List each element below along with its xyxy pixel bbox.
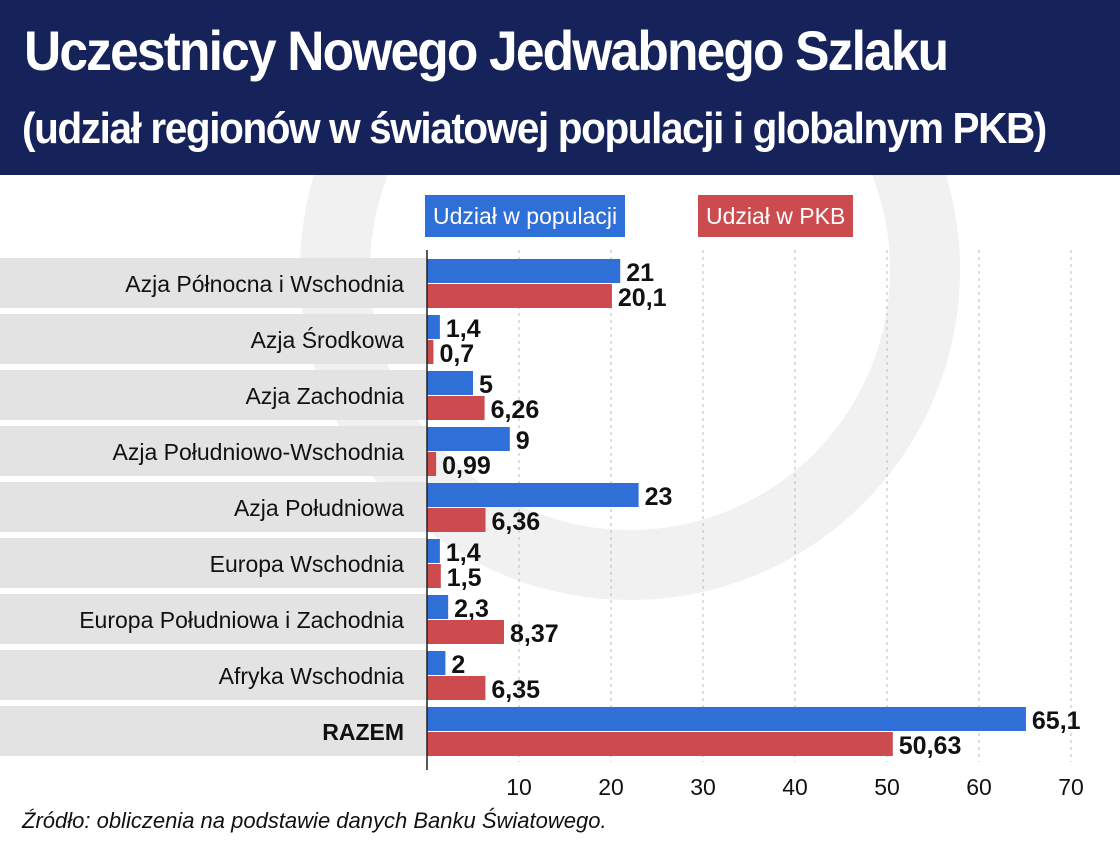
category-label: Europa Południowa i Zachodnia xyxy=(79,607,404,633)
data-label: 0,7 xyxy=(439,340,474,368)
data-label: 6,35 xyxy=(491,676,540,704)
category-label: Afryka Wschodnia xyxy=(219,663,405,689)
legend-population: Udział w populacji xyxy=(425,195,626,237)
category-band xyxy=(0,370,427,420)
bar-population xyxy=(427,539,440,563)
category-band xyxy=(0,314,427,364)
data-label: 65,1 xyxy=(1032,707,1081,735)
bar-gdp xyxy=(427,620,505,644)
data-label: 20,1 xyxy=(618,284,667,312)
category-label: RAZEM xyxy=(322,719,404,745)
category-label: Europa Wschodnia xyxy=(210,551,405,577)
category-band xyxy=(0,650,427,700)
data-label: 50,63 xyxy=(899,732,962,760)
bar-population xyxy=(427,707,1026,731)
data-label: 1,4 xyxy=(446,315,481,343)
bar-population xyxy=(427,259,621,283)
category-label: Azja Środkowa xyxy=(251,326,405,353)
category-label: Azja Południowa xyxy=(234,495,404,521)
chart-title: Uczestnicy Nowego Jedwabnego Szlaku xyxy=(24,19,949,82)
category-band xyxy=(0,258,427,308)
x-tick-label: 20 xyxy=(598,774,624,800)
bar-gdp xyxy=(427,396,485,420)
x-tick-label: 60 xyxy=(966,774,992,800)
data-label: 8,37 xyxy=(510,620,559,648)
bar-population xyxy=(427,427,510,451)
category-band xyxy=(0,482,427,532)
data-label: 2,3 xyxy=(454,595,489,623)
bar-gdp xyxy=(427,676,486,700)
data-label: 0,99 xyxy=(442,452,491,480)
x-tick-label: 10 xyxy=(506,774,532,800)
chart-subtitle: (udział regionów w światowej populacji i… xyxy=(22,104,1047,153)
data-label: 1,4 xyxy=(446,539,481,567)
bar-gdp xyxy=(427,564,441,588)
data-label: 1,5 xyxy=(447,564,482,592)
bar-gdp xyxy=(427,452,437,476)
bar-population xyxy=(427,315,440,339)
legend-gdp: Udział w PKB xyxy=(698,195,854,237)
source-note: Źródło: obliczenia na podstawie danych B… xyxy=(22,808,607,833)
data-label: 6,36 xyxy=(492,508,541,536)
x-tick-label: 50 xyxy=(874,774,900,800)
data-label: 9 xyxy=(516,427,530,455)
bar-gdp xyxy=(427,508,486,532)
data-label: 6,26 xyxy=(491,396,540,424)
bar-population xyxy=(427,651,446,675)
bar-population xyxy=(427,483,639,507)
bar-gdp xyxy=(427,340,434,364)
data-label: 5 xyxy=(479,371,493,399)
data-label: 21 xyxy=(626,259,654,287)
category-band xyxy=(0,538,427,588)
bar-population xyxy=(427,595,449,619)
bar-population xyxy=(427,371,473,395)
x-tick-label: 70 xyxy=(1058,774,1084,800)
category-label: Azja Południowo-Wschodnia xyxy=(113,439,405,465)
title-banner: Uczestnicy Nowego Jedwabnego Szlaku (udz… xyxy=(0,0,1120,175)
x-tick-label: 30 xyxy=(690,774,716,800)
category-band xyxy=(0,706,427,756)
x-tick-label: 40 xyxy=(782,774,808,800)
data-label: 2 xyxy=(451,651,465,679)
data-label: 23 xyxy=(645,483,673,511)
category-band xyxy=(0,426,427,476)
bar-gdp xyxy=(427,732,893,756)
category-label: Azja Północna i Wschodnia xyxy=(125,271,404,297)
bar-gdp xyxy=(427,284,612,308)
category-band xyxy=(0,594,427,644)
category-label: Azja Zachodnia xyxy=(245,383,404,409)
